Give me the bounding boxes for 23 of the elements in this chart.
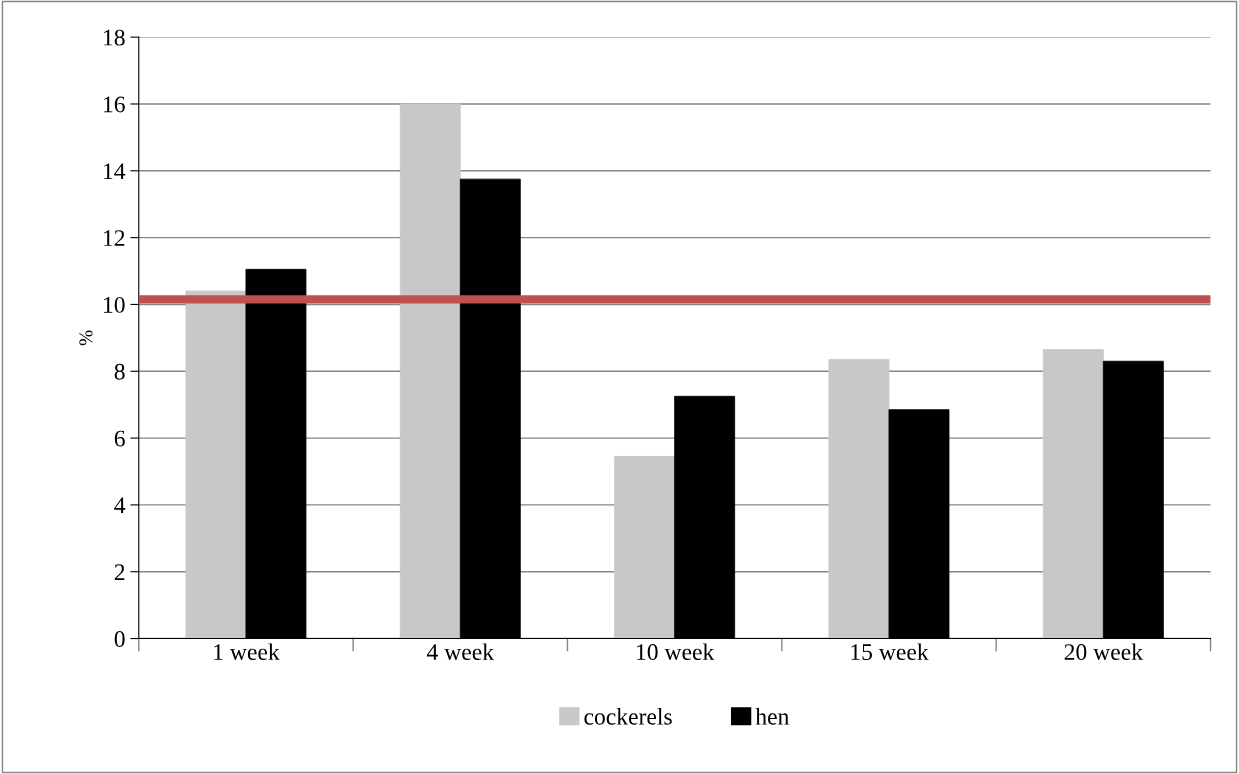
- bar: [614, 456, 676, 639]
- y-tick-label: 18: [104, 29, 125, 46]
- y-tick-label: 10: [104, 296, 125, 313]
- bar: [828, 359, 890, 639]
- x-tick-label: 1 week: [214, 643, 280, 661]
- y-tick-label: 14: [104, 163, 126, 179]
- y-tick-label: 0: [114, 631, 125, 647]
- bar: [185, 290, 247, 639]
- bar: [1042, 349, 1104, 639]
- y-axis-title: %: [79, 330, 93, 346]
- legend-label: hen: [755, 708, 790, 725]
- x-tick-label: 4 week: [426, 643, 495, 661]
- x-tick-label: 10 week: [637, 643, 715, 661]
- x-tick-label: 20 week: [1064, 643, 1143, 661]
- bar: [399, 103, 461, 639]
- y-tick-label: 4: [114, 497, 126, 514]
- y-tick-label: 16: [104, 96, 125, 113]
- y-tick-label: 2: [114, 564, 125, 580]
- legend-label: cockerels: [584, 708, 672, 725]
- y-tick-label: 8: [114, 363, 125, 380]
- y-tick-label: 6: [114, 430, 125, 447]
- x-tick-label: 15 week: [851, 643, 929, 661]
- y-tick-label: 12: [104, 230, 125, 246]
